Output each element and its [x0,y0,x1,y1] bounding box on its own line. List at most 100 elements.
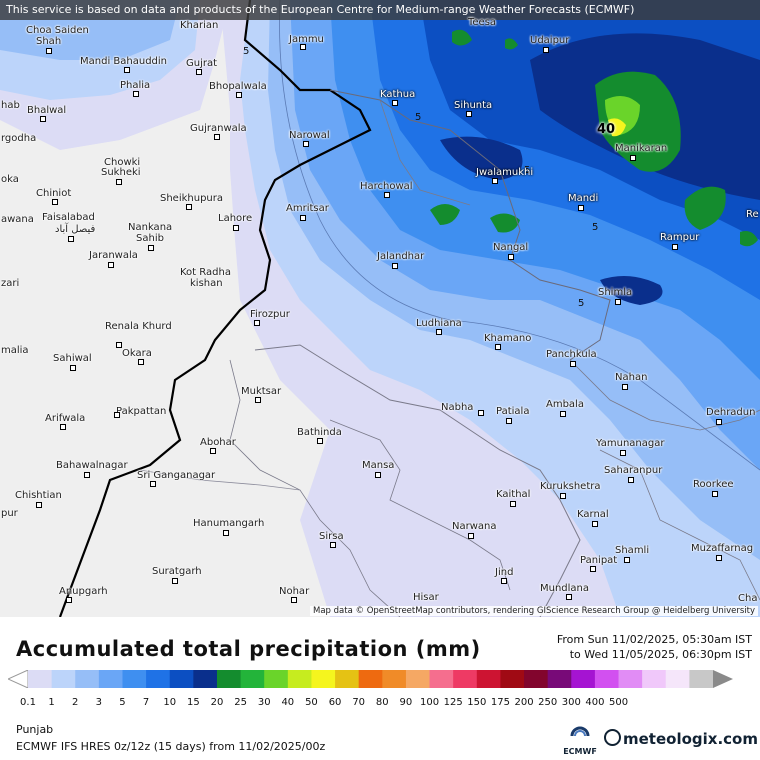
city-label[interactable]: Renala Khurd [105,321,172,332]
city-label[interactable]: Teesa [468,17,497,28]
city-label[interactable]: Gujrat [186,58,218,69]
city-label[interactable]: Bathinda [297,427,342,438]
city-label[interactable]: Khamano [484,333,532,344]
ecmwf-logo[interactable]: ECMWF [560,722,600,756]
city-label[interactable]: Re [746,209,759,220]
city-label[interactable]: Okara [122,348,152,359]
city-label[interactable]: Nangal [493,242,529,253]
colorbar-tick-label: 30 [257,697,271,708]
city-label[interactable]: Patiala [496,406,530,417]
city-label[interactable]: Nabha [441,402,474,413]
city-label[interactable]: Faisalabad [42,212,95,223]
city-label[interactable]: Firozpur [250,309,290,320]
city-label[interactable]: Phalia [120,80,151,91]
city-label[interactable]: Sahib [136,233,164,244]
city-label[interactable]: Jalandhar [377,251,425,262]
city-label[interactable]: Lahore [218,213,253,224]
city-label[interactable]: Muzaffarnag [691,543,754,554]
colorbar-tick-label: 400 [585,697,605,708]
colorbar-swatch [642,670,667,688]
city-label[interactable]: Nankana [128,222,173,233]
city-label[interactable]: Shimla [598,287,633,298]
city-label[interactable]: Yamunanagar [596,438,665,449]
city-label[interactable]: Mandi [568,193,599,204]
city-label[interactable]: Narowal [289,130,330,141]
city-label[interactable]: Kaithal [496,489,531,500]
city-label[interactable]: Kurukshetra [540,481,601,492]
city-label[interactable]: Pakpattan [116,406,167,417]
city-label[interactable]: malia [1,345,29,356]
city-label[interactable]: Jwalamukhi [476,167,534,178]
city-label[interactable]: pur [1,508,18,519]
city-label[interactable]: Nohar [279,586,310,597]
city-label[interactable]: Udaipur [530,35,570,46]
city-label[interactable]: awana [1,214,34,225]
map-attribution[interactable]: Map data © OpenStreetMap contributors, r… [310,606,758,616]
city-label[interactable]: Jind [495,567,514,578]
city-label[interactable]: Sirsa [319,531,344,542]
city-label[interactable]: Anupgarh [59,586,108,597]
city-label[interactable]: Rampur [660,232,700,243]
colorbar-tick-label: 20 [210,697,224,708]
meteologix-brand[interactable]: meteologix.com [604,729,758,748]
city-label[interactable]: Ambala [546,399,584,410]
city-label[interactable]: فیصل آباد [55,224,96,235]
city-label[interactable]: Gujranwala [190,123,247,134]
city-label[interactable]: Sukheki [101,167,141,178]
city-label[interactable]: oka [1,174,19,185]
city-label[interactable]: Chiniot [36,188,72,199]
city-label[interactable]: Amritsar [286,203,329,214]
city-label[interactable]: Abohar [200,437,236,448]
city-label[interactable]: Roorkee [693,479,734,490]
city-label[interactable]: kishan [190,278,223,289]
city-label[interactable]: Dehradun [706,407,756,418]
city-label[interactable]: rgodha [1,133,37,144]
contour-label: 5 [415,112,422,123]
city-label[interactable]: Shah [36,36,62,47]
colorbar-swatch [453,670,478,688]
city-label[interactable]: Suratgarh [152,566,202,577]
city-label[interactable]: Shamli [615,545,650,556]
city-label[interactable]: Kathua [380,89,416,100]
city-label[interactable]: Sheikhupura [160,193,224,204]
colorbar-swatch [618,670,643,688]
city-label[interactable]: Harchowal [360,181,413,192]
city-label[interactable]: Kot Radha [180,267,231,278]
city-label[interactable]: Chowki [104,157,141,168]
city-label[interactable]: Sahiwal [53,353,92,364]
city-label[interactable]: Hanumangarh [193,518,265,529]
city-label[interactable]: Kharian [180,20,219,31]
city-label[interactable]: Muktsar [241,386,282,397]
city-label[interactable]: Mandi Bahauddin [80,56,168,67]
city-label[interactable]: Arifwala [45,413,86,424]
city-label[interactable]: Narwana [452,521,497,532]
city-label[interactable]: Saharanpur [604,465,663,476]
city-label[interactable]: zari [1,278,20,289]
colorbar-tick-label: 70 [352,697,366,708]
city-label[interactable]: Mundlana [540,583,590,594]
city-label[interactable]: Nahan [615,372,648,383]
city-label[interactable]: Karnal [577,509,609,520]
city-label[interactable]: Jammu [289,34,324,45]
city-label[interactable]: Cha [738,593,758,604]
city-label[interactable]: Panipat [580,555,618,566]
city-label[interactable]: Choa Saiden [26,25,89,36]
city-label[interactable]: Hisar [413,592,439,603]
city-label[interactable]: Sri Ganganagar [137,470,216,481]
colorbar-swatch [429,670,454,688]
city-label[interactable]: Bahawalnagar [56,460,128,471]
city-label[interactable]: Panchkula [546,349,597,360]
colorbar-tick-label: 7 [142,697,150,708]
city-label[interactable]: Chishtian [15,490,62,501]
colorbar-tick-label: 90 [399,697,413,708]
city-label[interactable]: Sihunta [454,100,493,111]
colorbar-tick-label: 2 [72,697,79,708]
city-label[interactable]: Bhopalwala [209,81,267,92]
city-label[interactable]: Mansa [362,460,395,471]
city-label[interactable]: Ludhiana [416,318,462,329]
city-label[interactable]: Bhalwal [27,105,67,116]
precipitation-map[interactable]: This service is based on data and produc… [0,0,760,617]
city-label[interactable]: Jaranwala [89,250,138,261]
city-label[interactable]: Manikaran [615,143,668,154]
city-label[interactable]: hab [1,100,20,111]
